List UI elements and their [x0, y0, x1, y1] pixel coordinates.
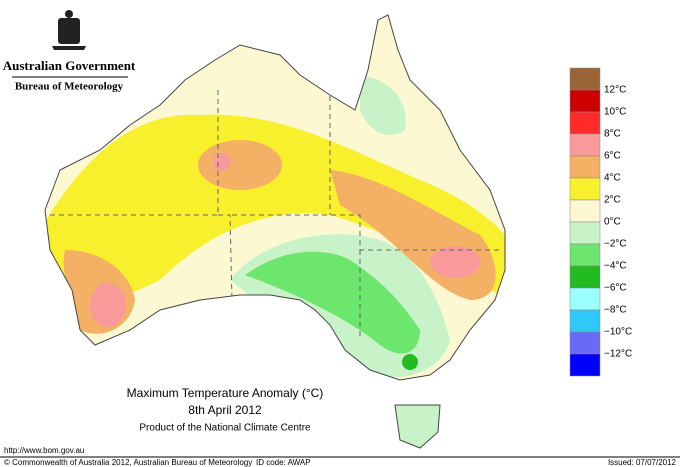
legend-label: 6°C — [604, 151, 621, 162]
legend-swatch — [569, 353, 601, 377]
legend-swatch — [569, 111, 601, 135]
legend-label: −6°C — [604, 283, 627, 294]
legend-swatch — [569, 221, 601, 245]
legend-label: 0°C — [604, 217, 621, 228]
legend-label: −4°C — [604, 261, 627, 272]
issued: Issued: 07/07/2012 — [608, 458, 677, 467]
legend-label: 12°C — [604, 85, 626, 96]
legend-label: 2°C — [604, 195, 621, 206]
id-code: ID code: AWAP — [256, 458, 311, 467]
url: http://www.bom.gov.au — [4, 446, 84, 455]
legend-label: −2°C — [604, 239, 627, 250]
agency: Bureau of Meteorology — [15, 81, 124, 93]
legend-swatch — [569, 265, 601, 289]
crest — [52, 10, 86, 50]
legend: 12°C 10°C 8°C 6°C 4°C 2°C 0°C −2°C −4°C −6°C −8°C −… — [569, 67, 632, 377]
legend-label: 8°C — [604, 129, 621, 140]
legend-label: −12°C — [604, 349, 632, 360]
legend-swatch — [569, 133, 601, 157]
legend-swatch — [569, 331, 601, 355]
legend-label: 4°C — [604, 173, 621, 184]
legend-swatch — [569, 287, 601, 311]
copyright: © Commonwealth of Australia 2012, Austra… — [4, 458, 252, 467]
legend-swatch — [569, 199, 601, 223]
legend-label: −10°C — [604, 327, 632, 338]
legend-swatch — [569, 177, 601, 201]
tasmania — [394, 404, 441, 449]
map-product: Product of the National Climate Centre — [139, 423, 311, 434]
legend-swatch — [569, 155, 601, 179]
coastline — [44, 14, 506, 381]
map-title: Maximum Temperature Anomaly (°C) — [127, 386, 324, 400]
legend-label: 10°C — [604, 107, 626, 118]
legend-swatch — [569, 309, 601, 333]
legend-swatch — [569, 67, 601, 91]
legend-swatch — [569, 243, 601, 267]
legend-swatch — [569, 89, 601, 113]
government: Australian Government — [3, 58, 136, 73]
legend-label: −8°C — [604, 305, 627, 316]
map-date: 8th April 2012 — [188, 403, 262, 417]
